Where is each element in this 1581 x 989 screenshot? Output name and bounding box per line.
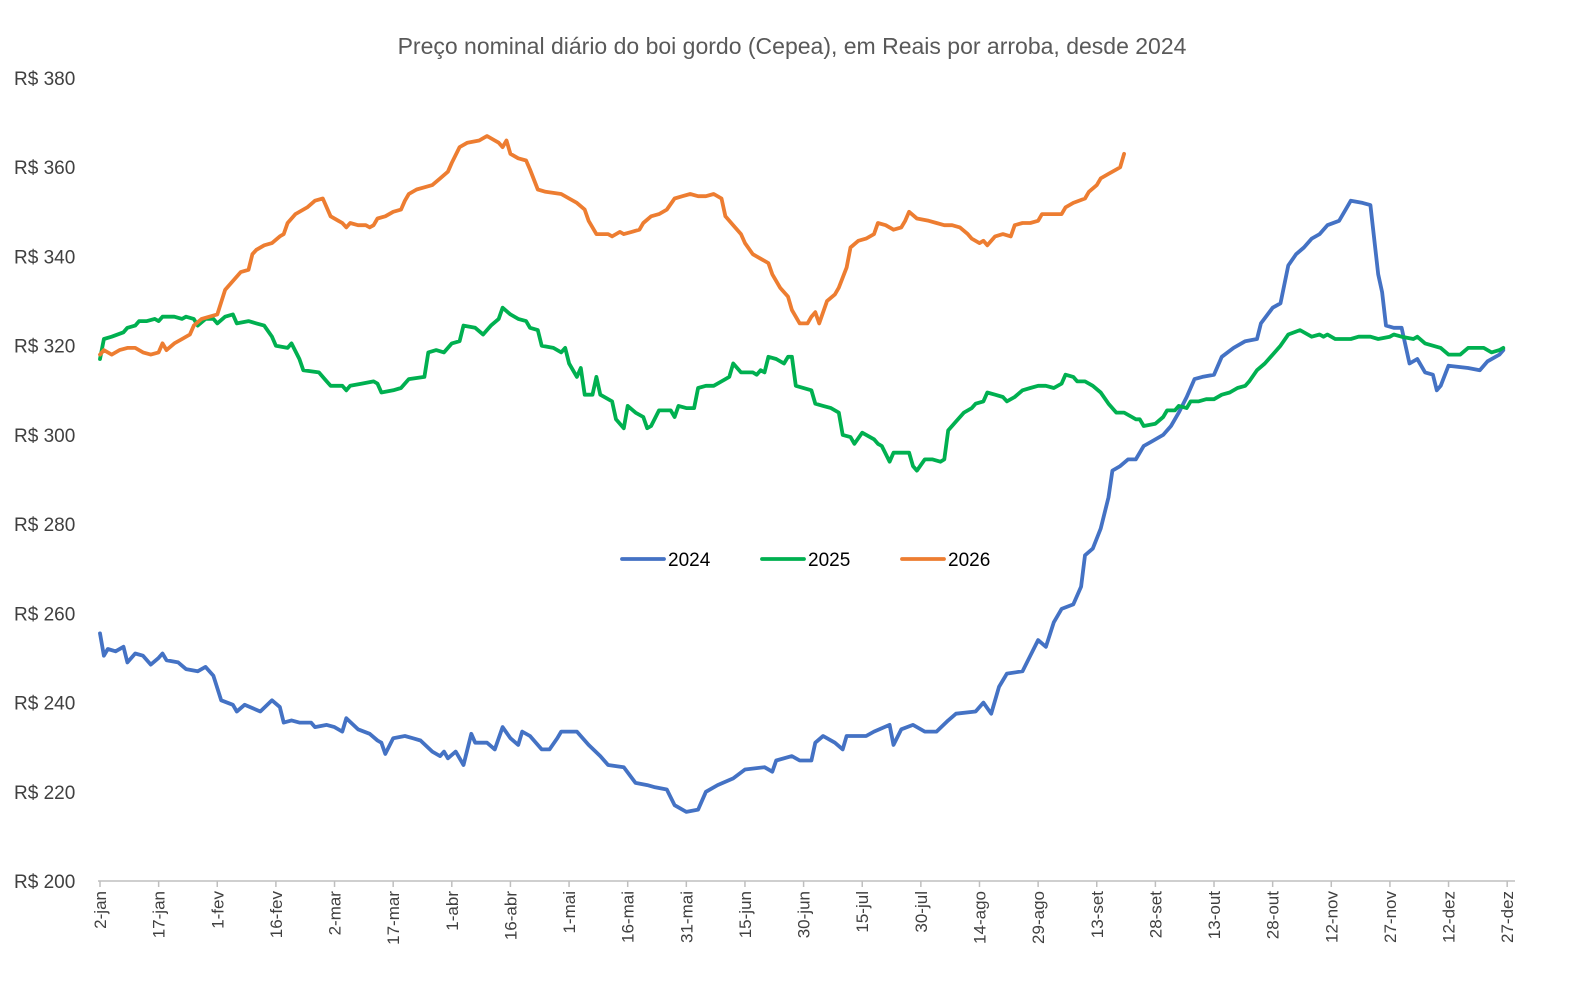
x-tick-label: 16-mai <box>619 891 638 943</box>
x-tick-label: 12-nov <box>1322 891 1341 943</box>
x-tick-label: 17-jan <box>150 891 169 938</box>
x-tick-label: 2-jan <box>91 891 110 929</box>
y-tick-label: R$ 240 <box>14 694 75 715</box>
series-line-2024 <box>98 198 1506 814</box>
x-tick-label: 28-out <box>1264 891 1283 939</box>
x-tick-label: 1-abr <box>443 891 462 931</box>
x-tick-label: 1-mai <box>560 891 579 934</box>
y-tick-label: R$ 300 <box>14 426 75 447</box>
legend-label-2026: 2026 <box>948 550 990 571</box>
y-tick-label: R$ 340 <box>14 247 75 268</box>
x-tick-label: 27-dez <box>1498 891 1517 943</box>
series-line-2026 <box>98 134 1126 357</box>
y-tick-label: R$ 360 <box>14 158 75 179</box>
y-tick-label: R$ 380 <box>14 69 75 90</box>
series-layer <box>98 134 1506 814</box>
x-tick-label: 13-set <box>1088 891 1107 939</box>
x-tick-label: 13-out <box>1205 891 1224 939</box>
x-tick-label: 16-abr <box>501 891 520 940</box>
x-tick-label: 15-jun <box>736 891 755 938</box>
x-tick-label: 28-set <box>1146 891 1165 939</box>
y-tick-label: R$ 320 <box>14 337 75 358</box>
legend: 2024 2025 2026 <box>620 550 990 571</box>
legend-label-2024: 2024 <box>668 550 711 571</box>
x-tick-label: 17-mar <box>384 891 403 945</box>
y-tick-label: R$ 280 <box>14 515 75 536</box>
x-tick-label: 1-fev <box>208 891 227 929</box>
y-axis: R$ 380 R$ 360 R$ 340 R$ 320 R$ 300 R$ 280 R$ 2… <box>14 69 75 893</box>
x-tick-label: 16-fev <box>267 891 286 939</box>
x-tick-label: 27-nov <box>1381 891 1400 943</box>
y-tick-label: R$ 220 <box>14 783 75 804</box>
x-tick-label: 30-jun <box>795 891 814 938</box>
legend-label-2025: 2025 <box>808 550 850 571</box>
x-tick-label: 30-jul <box>912 891 931 933</box>
y-tick-label: R$ 260 <box>14 604 75 625</box>
x-tick-label: 31-mai <box>677 891 696 943</box>
x-axis: 2-jan 17-jan 1-fev 16-fev 2-mar 17-mar 1-abr 16… <box>91 880 1517 945</box>
x-tick-label: 29-ago <box>1029 891 1048 944</box>
x-tick-label: 2-mar <box>326 891 345 936</box>
y-tick-label: R$ 200 <box>14 872 75 893</box>
chart-title: Preço nominal diário do boi gordo (Cepea… <box>398 33 1187 59</box>
series-line-2025 <box>98 305 1506 473</box>
x-tick-label: 12-dez <box>1440 891 1459 943</box>
x-tick-label: 14-ago <box>970 891 989 944</box>
x-tick-label: 15-jul <box>853 891 872 933</box>
